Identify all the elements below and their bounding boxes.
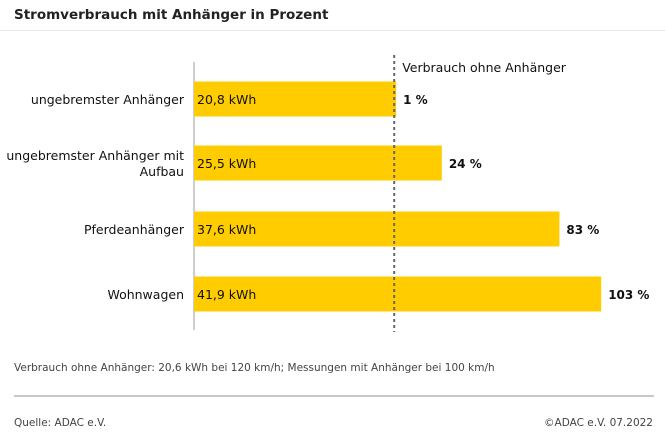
percent-label-1: 24 % <box>449 157 482 171</box>
title-divider <box>0 30 665 31</box>
bar-value-label-3: 41,9 kWh <box>197 287 256 302</box>
category-label-1-1: Aufbau <box>140 164 184 179</box>
percent-label-2: 83 % <box>566 223 599 237</box>
reference-line-label: Verbrauch ohne Anhänger <box>402 60 567 75</box>
chart-title: Stromverbrauch mit Anhänger in Prozent <box>14 7 329 23</box>
bar-value-label-2: 37,6 kWh <box>197 222 256 237</box>
bar-0 <box>194 81 397 117</box>
bar-value-label-1: 25,5 kWh <box>197 156 256 171</box>
bar-value-label-0: 20,8 kWh <box>197 92 256 107</box>
bar-chart: 20,8 kWh 1 % ungebremster Anhänger 25,5 kWh… <box>6 55 649 332</box>
percent-label-0: 1 % <box>403 93 428 107</box>
copyright-label: ©ADAC e.V. 07.2022 <box>544 417 653 429</box>
bar-3 <box>194 276 602 312</box>
category-label-0-0: ungebremster Anhänger <box>31 92 185 107</box>
category-label-2-0: Pferdeanhänger <box>84 222 185 237</box>
percent-label-3: 103 % <box>608 288 649 302</box>
footnote: Verbrauch ohne Anhänger: 20,6 kWh bei 12… <box>14 362 495 374</box>
bar-2 <box>194 211 560 247</box>
category-label-1-0: ungebremster Anhänger mit <box>6 148 184 163</box>
bar-1 <box>194 145 442 181</box>
category-label-3-0: Wohnwagen <box>107 287 184 302</box>
footer-divider <box>14 395 654 397</box>
source-label: Quelle: ADAC e.V. <box>14 417 107 429</box>
